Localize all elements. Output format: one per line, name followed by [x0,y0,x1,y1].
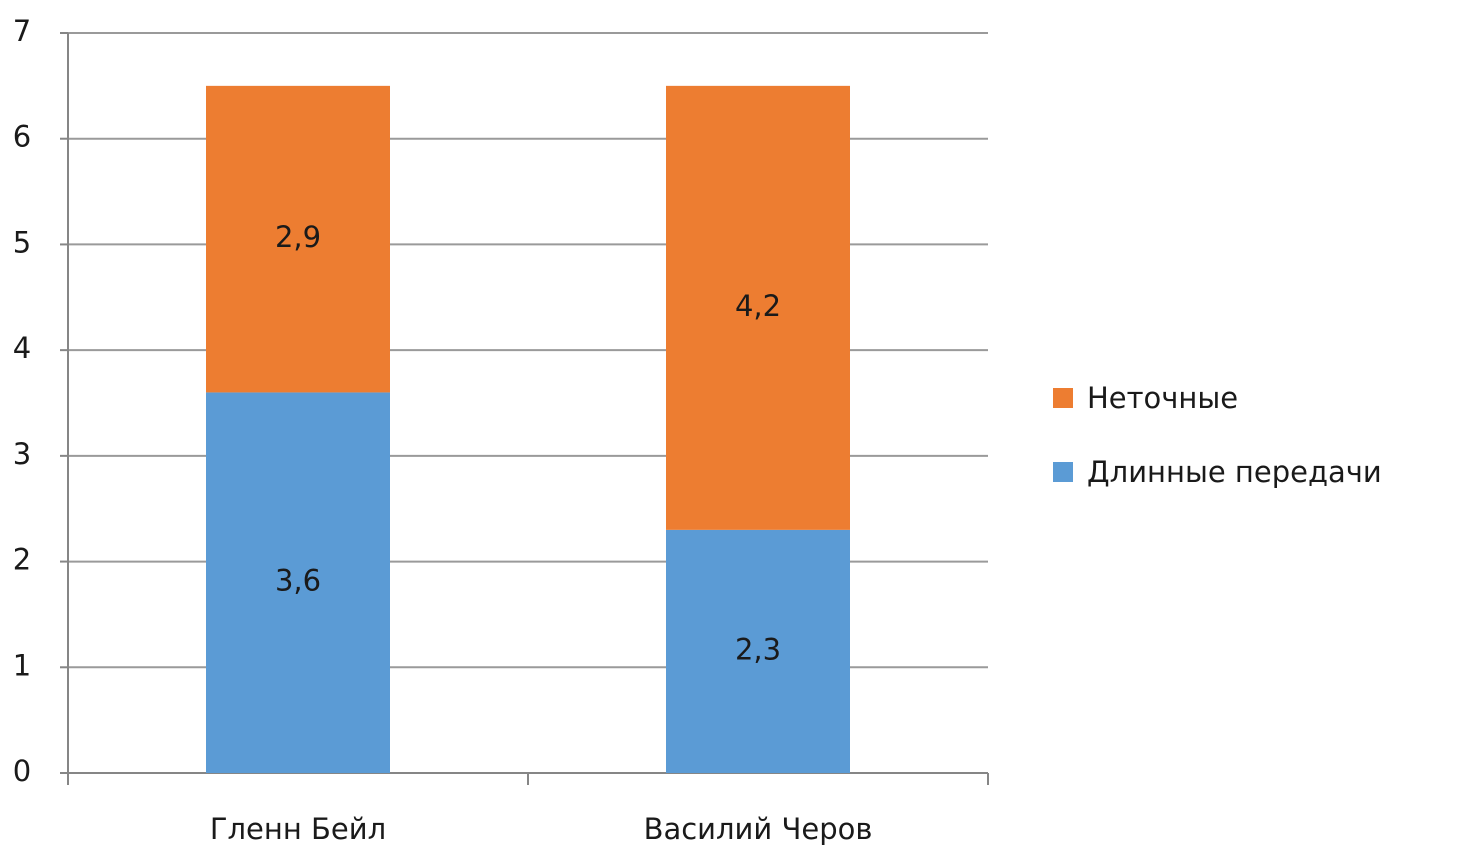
legend-swatch [1053,462,1073,482]
data-label: 2,3 [735,632,781,666]
y-tick-label: 3 [13,437,31,471]
bar-segment [666,85,850,530]
y-tick-label: 5 [13,225,31,259]
y-tick-label: 2 [13,543,31,577]
y-tick-label: 7 [13,14,31,48]
y-tick-label: 0 [13,754,31,788]
bar-segment [206,392,390,773]
data-label: 2,9 [275,220,321,254]
x-tick-label: Гленн Бейл [210,812,386,846]
bar-segment [666,529,850,773]
y-tick-label: 4 [13,331,31,365]
data-label: 4,2 [735,289,781,323]
data-label: 3,6 [275,564,321,598]
legend-label: Длинные передачи [1087,455,1382,489]
legend-label: Неточные [1087,381,1238,415]
bar-segment [206,85,390,393]
y-tick-label: 1 [13,648,31,682]
legend-swatch [1053,388,1073,408]
x-tick-label: Василий Черов [644,812,873,846]
y-tick-label: 6 [13,120,31,154]
